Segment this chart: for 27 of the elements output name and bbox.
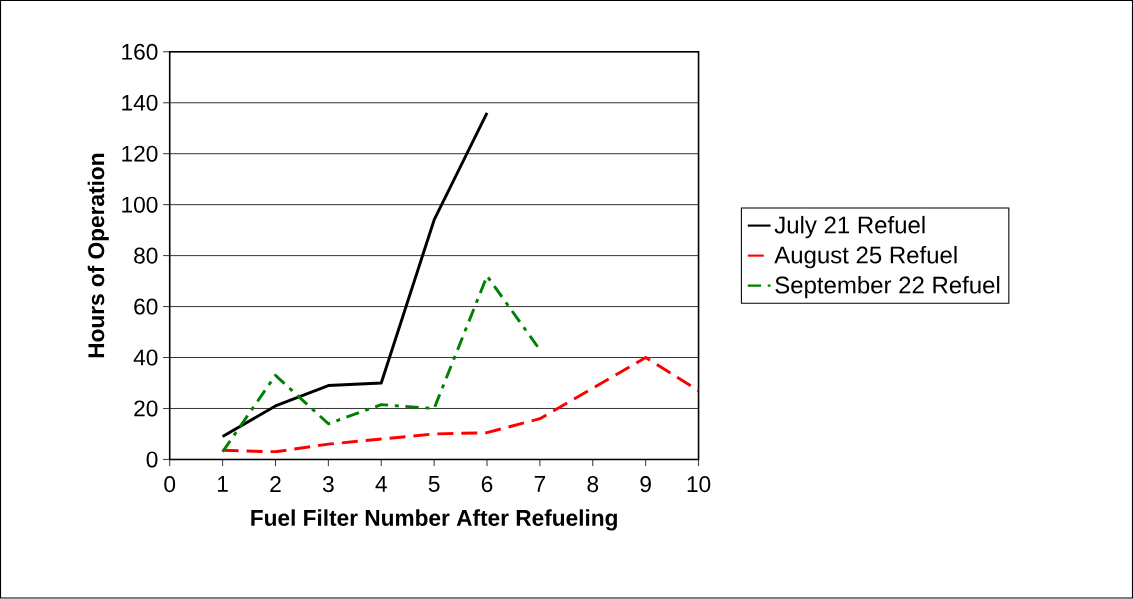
y-tick-label: 160 xyxy=(122,44,158,61)
legend-label: July 21 Refuel xyxy=(774,216,925,239)
x-axis-title: Fuel Filter Number After Refueling xyxy=(251,509,617,531)
y-tick-label: 100 xyxy=(122,196,158,213)
x-tick-label: 8 xyxy=(587,476,599,493)
y-tick-label: 0 xyxy=(146,451,158,468)
x-tick-label: 4 xyxy=(375,476,387,492)
line-series xyxy=(221,111,489,439)
x-tick-label: 5 xyxy=(428,476,440,493)
y-axis-title: Hours of Operation xyxy=(87,154,109,358)
y-tick-label: 40 xyxy=(133,349,158,366)
x-tick-label: 1 xyxy=(218,476,228,492)
x-tick-label: 9 xyxy=(640,476,651,493)
y-tick-label: 120 xyxy=(122,145,158,162)
x-tick-label: 10 xyxy=(687,476,711,493)
x-tick-label: 0 xyxy=(164,476,176,493)
y-tick-label: 20 xyxy=(134,400,158,417)
line-series xyxy=(221,274,542,454)
y-tick-label: 60 xyxy=(134,298,158,315)
legend-label: August 25 Refuel xyxy=(774,246,957,269)
x-tick-label: 2 xyxy=(270,476,281,493)
x-tick-label: 3 xyxy=(322,476,334,493)
y-tick-label: 140 xyxy=(122,94,158,112)
legend-label: September 22 Refuel xyxy=(775,276,1000,299)
y-tick-label: 80 xyxy=(134,247,158,264)
x-tick-label: 7 xyxy=(534,476,546,492)
x-tick-label: 6 xyxy=(481,476,493,493)
